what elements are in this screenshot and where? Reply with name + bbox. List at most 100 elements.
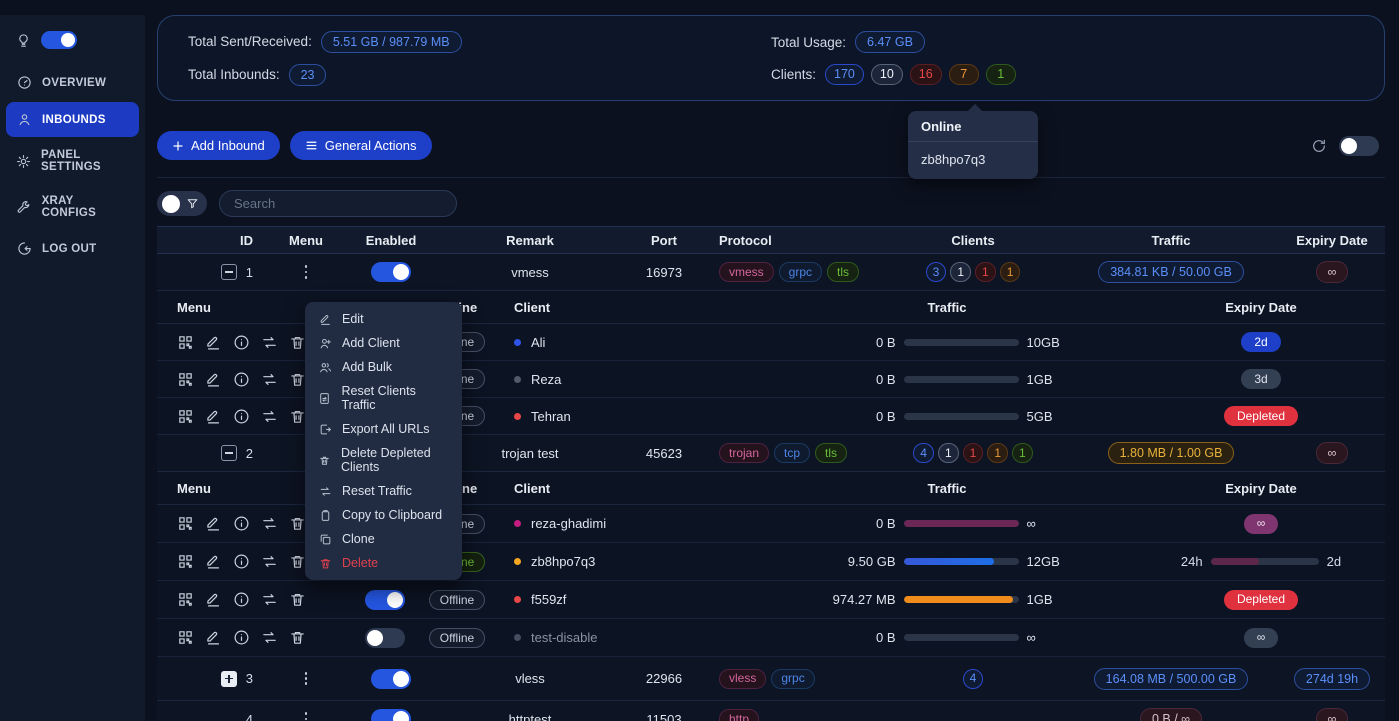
sidebar-item-inbounds[interactable]: INBOUNDS bbox=[6, 102, 139, 137]
remark: httptest bbox=[508, 711, 552, 721]
trash-icon[interactable] bbox=[289, 334, 306, 351]
search-input[interactable] bbox=[219, 190, 457, 217]
traffic-tag: 384.81 KB / 50.00 GB bbox=[1098, 261, 1244, 283]
auto-refresh-toggle[interactable] bbox=[1339, 135, 1379, 156]
enabled-toggle[interactable] bbox=[371, 709, 411, 721]
expiry-badge: Depleted bbox=[1223, 406, 1299, 426]
sidebar-item-label: INBOUNDS bbox=[42, 113, 106, 126]
clients-expiring-badge[interactable]: 7 bbox=[948, 64, 979, 85]
sidebar-item-overview[interactable]: OVERVIEW bbox=[6, 65, 139, 100]
info-icon[interactable] bbox=[233, 591, 250, 608]
collapse-icon[interactable] bbox=[220, 445, 237, 461]
edit-icon[interactable] bbox=[205, 629, 222, 646]
info-icon[interactable] bbox=[233, 515, 250, 532]
traffic-tag: 0 B / ∞ bbox=[1139, 708, 1203, 721]
menu-item-reset-clients-traffic[interactable]: Reset Clients Traffic bbox=[305, 379, 462, 417]
info-icon[interactable] bbox=[233, 334, 250, 351]
menu-item-reset-traffic[interactable]: Reset Traffic bbox=[305, 479, 462, 503]
qrcode-icon[interactable] bbox=[177, 591, 194, 608]
tooltip-client-name: zb8hpo7q3 bbox=[921, 152, 986, 167]
general-actions-button[interactable]: General Actions bbox=[289, 131, 432, 160]
trash-icon[interactable] bbox=[289, 408, 306, 425]
expand-icon[interactable] bbox=[220, 670, 237, 687]
sidebar-item-log-out[interactable]: LOG OUT bbox=[6, 231, 139, 266]
col-menu: Menu bbox=[289, 232, 323, 248]
status-badge: Offline bbox=[428, 627, 486, 648]
theme-toggle[interactable] bbox=[41, 31, 77, 49]
clients-total-badge[interactable]: 170 bbox=[825, 64, 864, 85]
edit-icon[interactable] bbox=[205, 371, 222, 388]
qrcode-icon[interactable] bbox=[177, 515, 194, 532]
stats-right: Total Usage: 6.47 GB Clients: 170 10 16 … bbox=[771, 16, 1354, 100]
trash-icon[interactable] bbox=[289, 553, 306, 570]
inbound-row: 4 httptest 11503 http 0 B / ∞ ∞ bbox=[157, 701, 1385, 721]
enabled-toggle[interactable] bbox=[371, 668, 411, 689]
edit-icon[interactable] bbox=[205, 591, 222, 608]
traffic-tag: 1.80 MB / 1.00 GB bbox=[1107, 442, 1235, 464]
menu-item-export-all-urls[interactable]: Export All URLs bbox=[305, 417, 462, 441]
sidebar: OVERVIEW INBOUNDS PANEL SETTINGS XRAY CO… bbox=[0, 15, 145, 721]
collapse-icon[interactable] bbox=[220, 264, 237, 280]
edit-icon[interactable] bbox=[205, 334, 222, 351]
menu-item-add-client[interactable]: Add Client bbox=[305, 331, 462, 355]
trash-icon[interactable] bbox=[289, 371, 306, 388]
reset-traffic-icon[interactable] bbox=[261, 334, 278, 351]
trash-icon[interactable] bbox=[289, 629, 306, 646]
menu-item-copy-to-clipboard[interactable]: Copy to Clipboard bbox=[305, 503, 462, 527]
client-color-dot bbox=[514, 634, 521, 641]
expiry-tag: ∞ bbox=[1315, 261, 1349, 283]
menu-item-edit[interactable]: Edit bbox=[305, 307, 462, 331]
qrcode-icon[interactable] bbox=[177, 553, 194, 570]
menu-item-delete[interactable]: Delete bbox=[305, 551, 462, 575]
trash-icon[interactable] bbox=[289, 591, 306, 608]
client-enabled-toggle[interactable] bbox=[364, 627, 405, 648]
edit-icon[interactable] bbox=[205, 408, 222, 425]
reset-traffic-icon[interactable] bbox=[261, 553, 278, 570]
reset-traffic-icon[interactable] bbox=[261, 408, 278, 425]
sidebar-item-xray-configs[interactable]: XRAY CONFIGS bbox=[6, 185, 139, 229]
expiry-badge: 3d bbox=[1241, 369, 1281, 389]
filter-toggle[interactable] bbox=[157, 191, 207, 216]
menu-item-add-bulk[interactable]: Add Bulk bbox=[305, 355, 462, 379]
transport-tag: tcp bbox=[774, 443, 811, 463]
info-icon[interactable] bbox=[233, 408, 250, 425]
reset-traffic-icon[interactable] bbox=[261, 371, 278, 388]
dashboard-icon bbox=[16, 75, 32, 90]
client-count-badge: 1 bbox=[950, 262, 971, 282]
remark: trojan test bbox=[501, 445, 559, 461]
client-count-badge: 1 bbox=[975, 262, 996, 282]
client-enabled-toggle[interactable] bbox=[364, 589, 405, 610]
row-menu-button[interactable] bbox=[297, 708, 316, 721]
port: 11503 bbox=[646, 711, 682, 721]
refresh-icon[interactable] bbox=[1311, 138, 1327, 154]
menu-item-clone[interactable]: Clone bbox=[305, 527, 462, 551]
qrcode-icon[interactable] bbox=[177, 334, 194, 351]
reset-traffic-icon[interactable] bbox=[261, 591, 278, 608]
trash-icon[interactable] bbox=[289, 515, 306, 532]
qrcode-icon[interactable] bbox=[177, 408, 194, 425]
sidebar-item-label: XRAY CONFIGS bbox=[41, 195, 97, 219]
menu-item-delete-depleted-clients[interactable]: Delete Depleted Clients bbox=[305, 441, 462, 479]
client-count-badge: 1 bbox=[987, 443, 1009, 463]
row-menu-button[interactable] bbox=[297, 668, 316, 690]
enabled-toggle[interactable] bbox=[371, 262, 411, 282]
traffic-total: 1GB bbox=[1026, 592, 1053, 607]
traffic-bar bbox=[903, 520, 1019, 527]
client-row: Offline f559zf 974.27 MB 1GB Depleted bbox=[157, 581, 1385, 619]
clients-online-badge[interactable]: 1 bbox=[985, 64, 1016, 85]
qrcode-icon[interactable] bbox=[177, 371, 194, 388]
info-icon[interactable] bbox=[233, 629, 250, 646]
edit-icon[interactable] bbox=[205, 515, 222, 532]
reset-traffic-icon[interactable] bbox=[261, 629, 278, 646]
clients-deactive-badge[interactable]: 10 bbox=[870, 64, 903, 85]
add-inbound-button[interactable]: Add Inbound bbox=[157, 131, 280, 160]
reset-traffic-icon[interactable] bbox=[261, 515, 278, 532]
qrcode-icon[interactable] bbox=[177, 629, 194, 646]
info-icon[interactable] bbox=[233, 553, 250, 570]
col-enabled: Enabled bbox=[365, 232, 417, 248]
clients-depleted-badge[interactable]: 16 bbox=[909, 64, 942, 85]
edit-icon[interactable] bbox=[205, 553, 222, 570]
info-icon[interactable] bbox=[233, 371, 250, 388]
sidebar-item-panel-settings[interactable]: PANEL SETTINGS bbox=[6, 139, 139, 183]
row-menu-button[interactable] bbox=[297, 261, 316, 283]
